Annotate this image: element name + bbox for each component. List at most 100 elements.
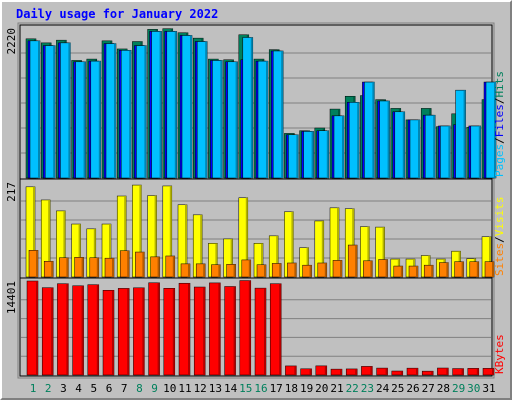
bar-shade: [98, 61, 101, 178]
tick-label-day: 13: [209, 382, 222, 395]
chart-title: Daily usage for January 2022: [16, 7, 219, 21]
bar-shade: [218, 264, 221, 277]
bar-shade: [203, 287, 206, 375]
bar-shade: [431, 265, 434, 277]
bar-shade: [355, 368, 358, 375]
tick-label-day: 1: [30, 382, 37, 395]
tick-label-day: 17: [270, 382, 283, 395]
tick-label-day: 11: [178, 382, 191, 395]
tick-label-day: 23: [361, 382, 374, 395]
tick-label-day: 21: [330, 382, 343, 395]
bar-shade: [387, 100, 390, 178]
bar-shade: [266, 61, 268, 178]
bar-shade: [367, 226, 370, 277]
bar-shade: [81, 257, 84, 277]
bar-shade: [461, 261, 464, 277]
tick-label-day: 6: [106, 382, 113, 395]
bar-shade: [355, 245, 358, 277]
legend-visits: Sites/Visits: [493, 197, 506, 277]
bar-shade: [476, 368, 479, 375]
bar-shade: [494, 82, 496, 178]
bar-shade: [306, 247, 309, 277]
bar-shade: [190, 35, 192, 178]
bar-shade: [309, 368, 312, 375]
bar-shade: [78, 224, 81, 277]
legend-entry: Visits: [493, 197, 506, 237]
bar-shade: [326, 130, 329, 178]
bar-shade: [357, 102, 360, 178]
bar-shade: [68, 42, 71, 178]
legend-requests: Pages/Files/Hits: [493, 71, 506, 177]
bar-shade: [385, 259, 388, 277]
bar-shade: [261, 243, 263, 277]
bar-shade: [129, 50, 132, 178]
bar-shade: [448, 125, 451, 178]
bar-shade: [279, 283, 282, 375]
bar-shade: [352, 208, 355, 277]
bar-shade: [492, 368, 494, 375]
bar-shade: [114, 43, 116, 178]
legend-entry: Hits: [493, 71, 506, 98]
bar-shade: [446, 262, 449, 277]
bar-shade: [402, 111, 405, 178]
bar-shade: [250, 37, 253, 179]
max-label-visits: 217: [5, 182, 18, 202]
bar-shade: [112, 258, 114, 277]
tick-label-day: 8: [136, 382, 143, 395]
tick-label-day: 19: [300, 382, 313, 395]
bar-shade: [139, 185, 142, 277]
bar-shade: [172, 288, 175, 375]
bar-shade: [169, 185, 172, 277]
bar-shade: [230, 238, 233, 277]
tick-label-day: 27: [422, 382, 435, 395]
bar-shade: [142, 287, 145, 375]
bar-shade: [220, 60, 223, 178]
tick-label-day: 9: [151, 382, 158, 395]
bar-shade: [66, 257, 69, 277]
tick-label-day: 18: [285, 382, 298, 395]
tick-label-day: 4: [75, 382, 82, 395]
max-label-requests: 2220: [5, 28, 18, 55]
bar-shade: [489, 236, 491, 277]
bar-shade: [309, 265, 312, 277]
tick-label-day: 3: [60, 382, 67, 395]
tick-label-day: 22: [346, 382, 359, 395]
bar-shade: [51, 287, 54, 375]
bar-shade: [188, 283, 190, 375]
tick-label-day: 31: [482, 382, 495, 395]
bar-shade: [248, 259, 251, 277]
bar-shade: [296, 134, 299, 178]
bar-shade: [382, 227, 385, 277]
bar-shade: [144, 45, 147, 178]
max-label-kbytes: 14401: [5, 281, 18, 314]
bar-shade: [51, 261, 54, 277]
bar-shade: [172, 255, 175, 277]
bar-shade: [400, 371, 403, 375]
tick-label-day: 12: [194, 382, 207, 395]
bar-shade: [372, 82, 375, 178]
tick-label-day: 29: [452, 382, 465, 395]
tick-label-day: 20: [315, 382, 328, 395]
bar-shade: [63, 210, 66, 277]
bar-shade: [159, 31, 162, 179]
bar-shade: [264, 264, 266, 277]
bar-shade: [48, 199, 51, 277]
tick-label-day: 15: [239, 382, 252, 395]
bar-shade: [205, 41, 208, 178]
tick-label-day: 24: [376, 382, 390, 395]
bar-shade: [337, 207, 339, 277]
bar-shade: [112, 290, 114, 375]
bar-shade: [291, 211, 294, 277]
bar-shade: [81, 285, 84, 375]
bar-shade: [185, 204, 187, 277]
bar-shade: [492, 261, 494, 277]
legend-entry: Sites: [493, 243, 506, 276]
bar-shade: [83, 61, 86, 178]
bar-shade: [324, 262, 327, 277]
bar-shade: [385, 368, 388, 375]
bar-shade: [276, 235, 279, 277]
bar-shade: [248, 280, 251, 375]
bar-shade: [127, 288, 130, 375]
bar-shade: [218, 282, 221, 375]
